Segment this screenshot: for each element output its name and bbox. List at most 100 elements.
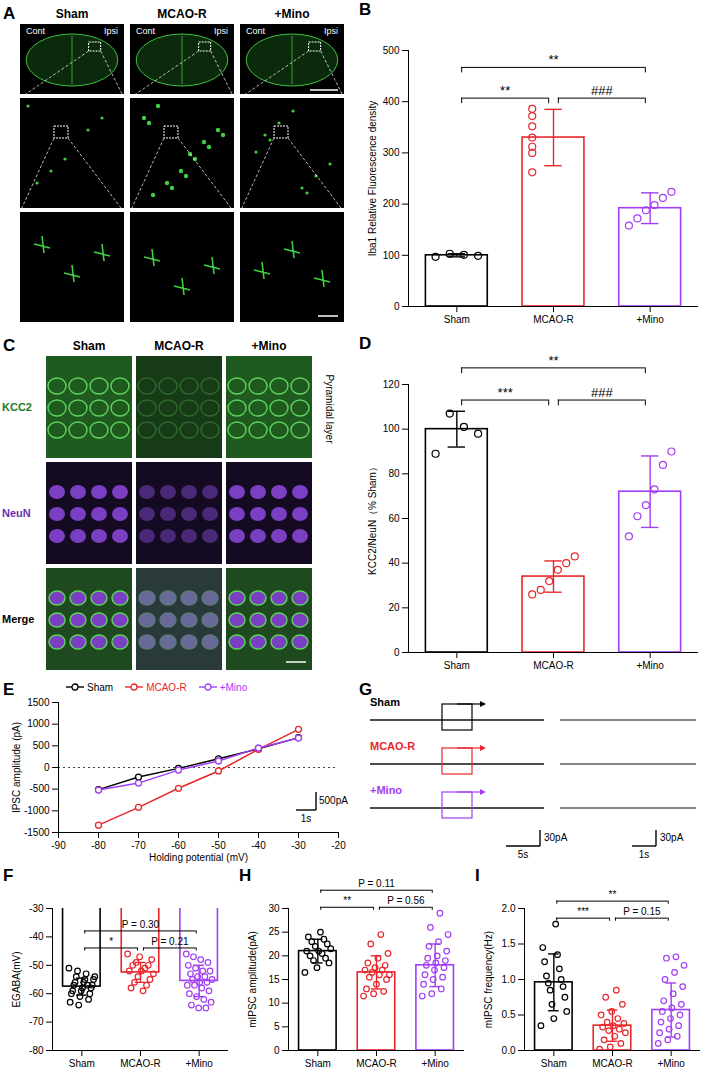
svg-text:Cont: Cont [246, 26, 266, 36]
svg-text:**: ** [548, 52, 558, 67]
svg-text:60: 60 [388, 513, 400, 524]
svg-text:MCAO-R: MCAO-R [154, 339, 204, 353]
svg-text:Pyramidal layer: Pyramidal layer [324, 375, 335, 445]
svg-text:-50: -50 [211, 840, 226, 851]
svg-text:20: 20 [268, 950, 280, 961]
svg-text:***: *** [577, 906, 589, 917]
svg-text:-80: -80 [29, 1045, 44, 1056]
svg-text:Sham: Sham [444, 660, 470, 671]
svg-text:10: 10 [268, 997, 280, 1008]
svg-text:-80: -80 [91, 840, 106, 851]
svg-text:-70: -70 [29, 1016, 44, 1027]
svg-text:100: 100 [383, 423, 400, 434]
svg-text:MCAO-R: MCAO-R [533, 314, 574, 325]
svg-text:0: 0 [274, 1045, 280, 1056]
svg-text:Sham: Sham [370, 696, 400, 708]
svg-text:15: 15 [268, 974, 280, 985]
svg-text:KCC2/NeuN（% Sham）: KCC2/NeuN（% Sham） [367, 462, 378, 575]
svg-text:Sham: Sham [541, 1058, 567, 1069]
svg-text:Sham: Sham [56, 7, 89, 21]
svg-text:-40: -40 [29, 931, 44, 942]
svg-text:mIPSC frequency(Hz): mIPSC frequency(Hz) [483, 931, 494, 1028]
svg-text:-500: -500 [29, 783, 49, 794]
svg-text:NeuN: NeuN [2, 507, 31, 519]
svg-text:P = 0.11: P = 0.11 [358, 878, 395, 889]
svg-text:MCAO-R: MCAO-R [533, 660, 574, 671]
svg-text:Sham: Sham [305, 1058, 331, 1069]
svg-text:100: 100 [383, 250, 400, 261]
svg-text:P = 0.56: P = 0.56 [387, 895, 425, 906]
svg-text:1.5: 1.5 [502, 938, 516, 949]
svg-text:-30: -30 [29, 903, 44, 914]
svg-text:0: 0 [394, 647, 400, 658]
svg-text:1000: 1000 [27, 718, 50, 729]
svg-text:MCAO-R: MCAO-R [120, 1058, 161, 1069]
svg-text:###: ### [591, 385, 613, 400]
svg-text:5s: 5s [518, 849, 529, 860]
svg-text:-1500: -1500 [24, 827, 50, 838]
svg-text:MCAO-R: MCAO-R [592, 1058, 633, 1069]
svg-text:*: * [109, 936, 113, 947]
svg-text:EGABA(mV): EGABA(mV) [11, 951, 22, 1007]
svg-text:-30: -30 [291, 840, 306, 851]
svg-text:0.0: 0.0 [502, 1045, 516, 1056]
svg-text:Cont: Cont [26, 26, 46, 36]
svg-text:mIPSC amplitude(pA): mIPSC amplitude(pA) [247, 931, 258, 1028]
svg-text:400: 400 [383, 96, 400, 107]
svg-text:0.5: 0.5 [502, 1009, 516, 1020]
svg-text:1.0: 1.0 [502, 974, 516, 985]
svg-text:2.0: 2.0 [502, 903, 516, 914]
svg-text:-60: -60 [29, 988, 44, 999]
svg-text:**: ** [343, 895, 351, 906]
svg-text:0: 0 [394, 301, 400, 312]
svg-text:IPSC amplitude (pA): IPSC amplitude (pA) [11, 722, 22, 813]
svg-text:5: 5 [274, 1021, 280, 1032]
svg-text:+Mino: +Mino [421, 1058, 449, 1069]
svg-text:+Mino: +Mino [370, 784, 402, 796]
svg-text:-50: -50 [29, 960, 44, 971]
svg-text:30pA: 30pA [544, 832, 568, 843]
svg-text:P = 0.15: P = 0.15 [623, 906, 661, 917]
svg-text:Sham: Sham [69, 1058, 95, 1069]
svg-text:-40: -40 [251, 840, 266, 851]
svg-text:-90: -90 [51, 840, 66, 851]
svg-text:200: 200 [383, 198, 400, 209]
svg-text:MCAO-R: MCAO-R [356, 1058, 397, 1069]
svg-text:-1000: -1000 [24, 805, 50, 816]
svg-text:300: 300 [383, 147, 400, 158]
svg-text:+Mino: +Mino [252, 339, 287, 353]
svg-text:MCAO-R: MCAO-R [370, 740, 415, 752]
svg-text:Merge: Merge [2, 613, 34, 625]
svg-text:+Mino: +Mino [636, 660, 664, 671]
svg-text:***: *** [498, 385, 513, 400]
svg-text:500: 500 [33, 740, 50, 751]
svg-text:Holding potential (mV): Holding potential (mV) [149, 852, 248, 863]
svg-text:500pA: 500pA [319, 795, 348, 806]
svg-text:###: ### [591, 83, 613, 98]
svg-text:20: 20 [388, 602, 400, 613]
svg-text:0: 0 [44, 762, 50, 773]
svg-text:Sham: Sham [444, 314, 470, 325]
svg-text:P = 0.30: P = 0.30 [122, 919, 160, 930]
svg-text:30: 30 [268, 903, 280, 914]
svg-text:-60: -60 [171, 840, 186, 851]
svg-text:**: ** [609, 889, 617, 900]
svg-text:Ipsi: Ipsi [324, 26, 338, 36]
svg-text:1s: 1s [639, 849, 650, 860]
svg-text:P = 0.21: P = 0.21 [151, 936, 189, 947]
svg-text:25: 25 [268, 926, 280, 937]
svg-text:Sham: Sham [73, 339, 106, 353]
svg-text:1500: 1500 [27, 697, 50, 708]
svg-text:1s: 1s [301, 813, 312, 824]
svg-text:**: ** [500, 83, 510, 98]
svg-text:+Mino: +Mino [185, 1058, 213, 1069]
svg-text:+Mino: +Mino [275, 7, 310, 21]
svg-text:+Mino: +Mino [657, 1058, 685, 1069]
svg-text:120: 120 [383, 379, 400, 390]
svg-text:MCAO-R: MCAO-R [157, 7, 207, 21]
svg-text:-20: -20 [331, 840, 346, 851]
svg-text:Cont: Cont [136, 26, 156, 36]
svg-text:Ipsi: Ipsi [214, 26, 228, 36]
svg-text:Iba1 Relative Fluorescence den: Iba1 Relative Fluorescence density [367, 101, 378, 257]
svg-text:-70: -70 [131, 840, 146, 851]
